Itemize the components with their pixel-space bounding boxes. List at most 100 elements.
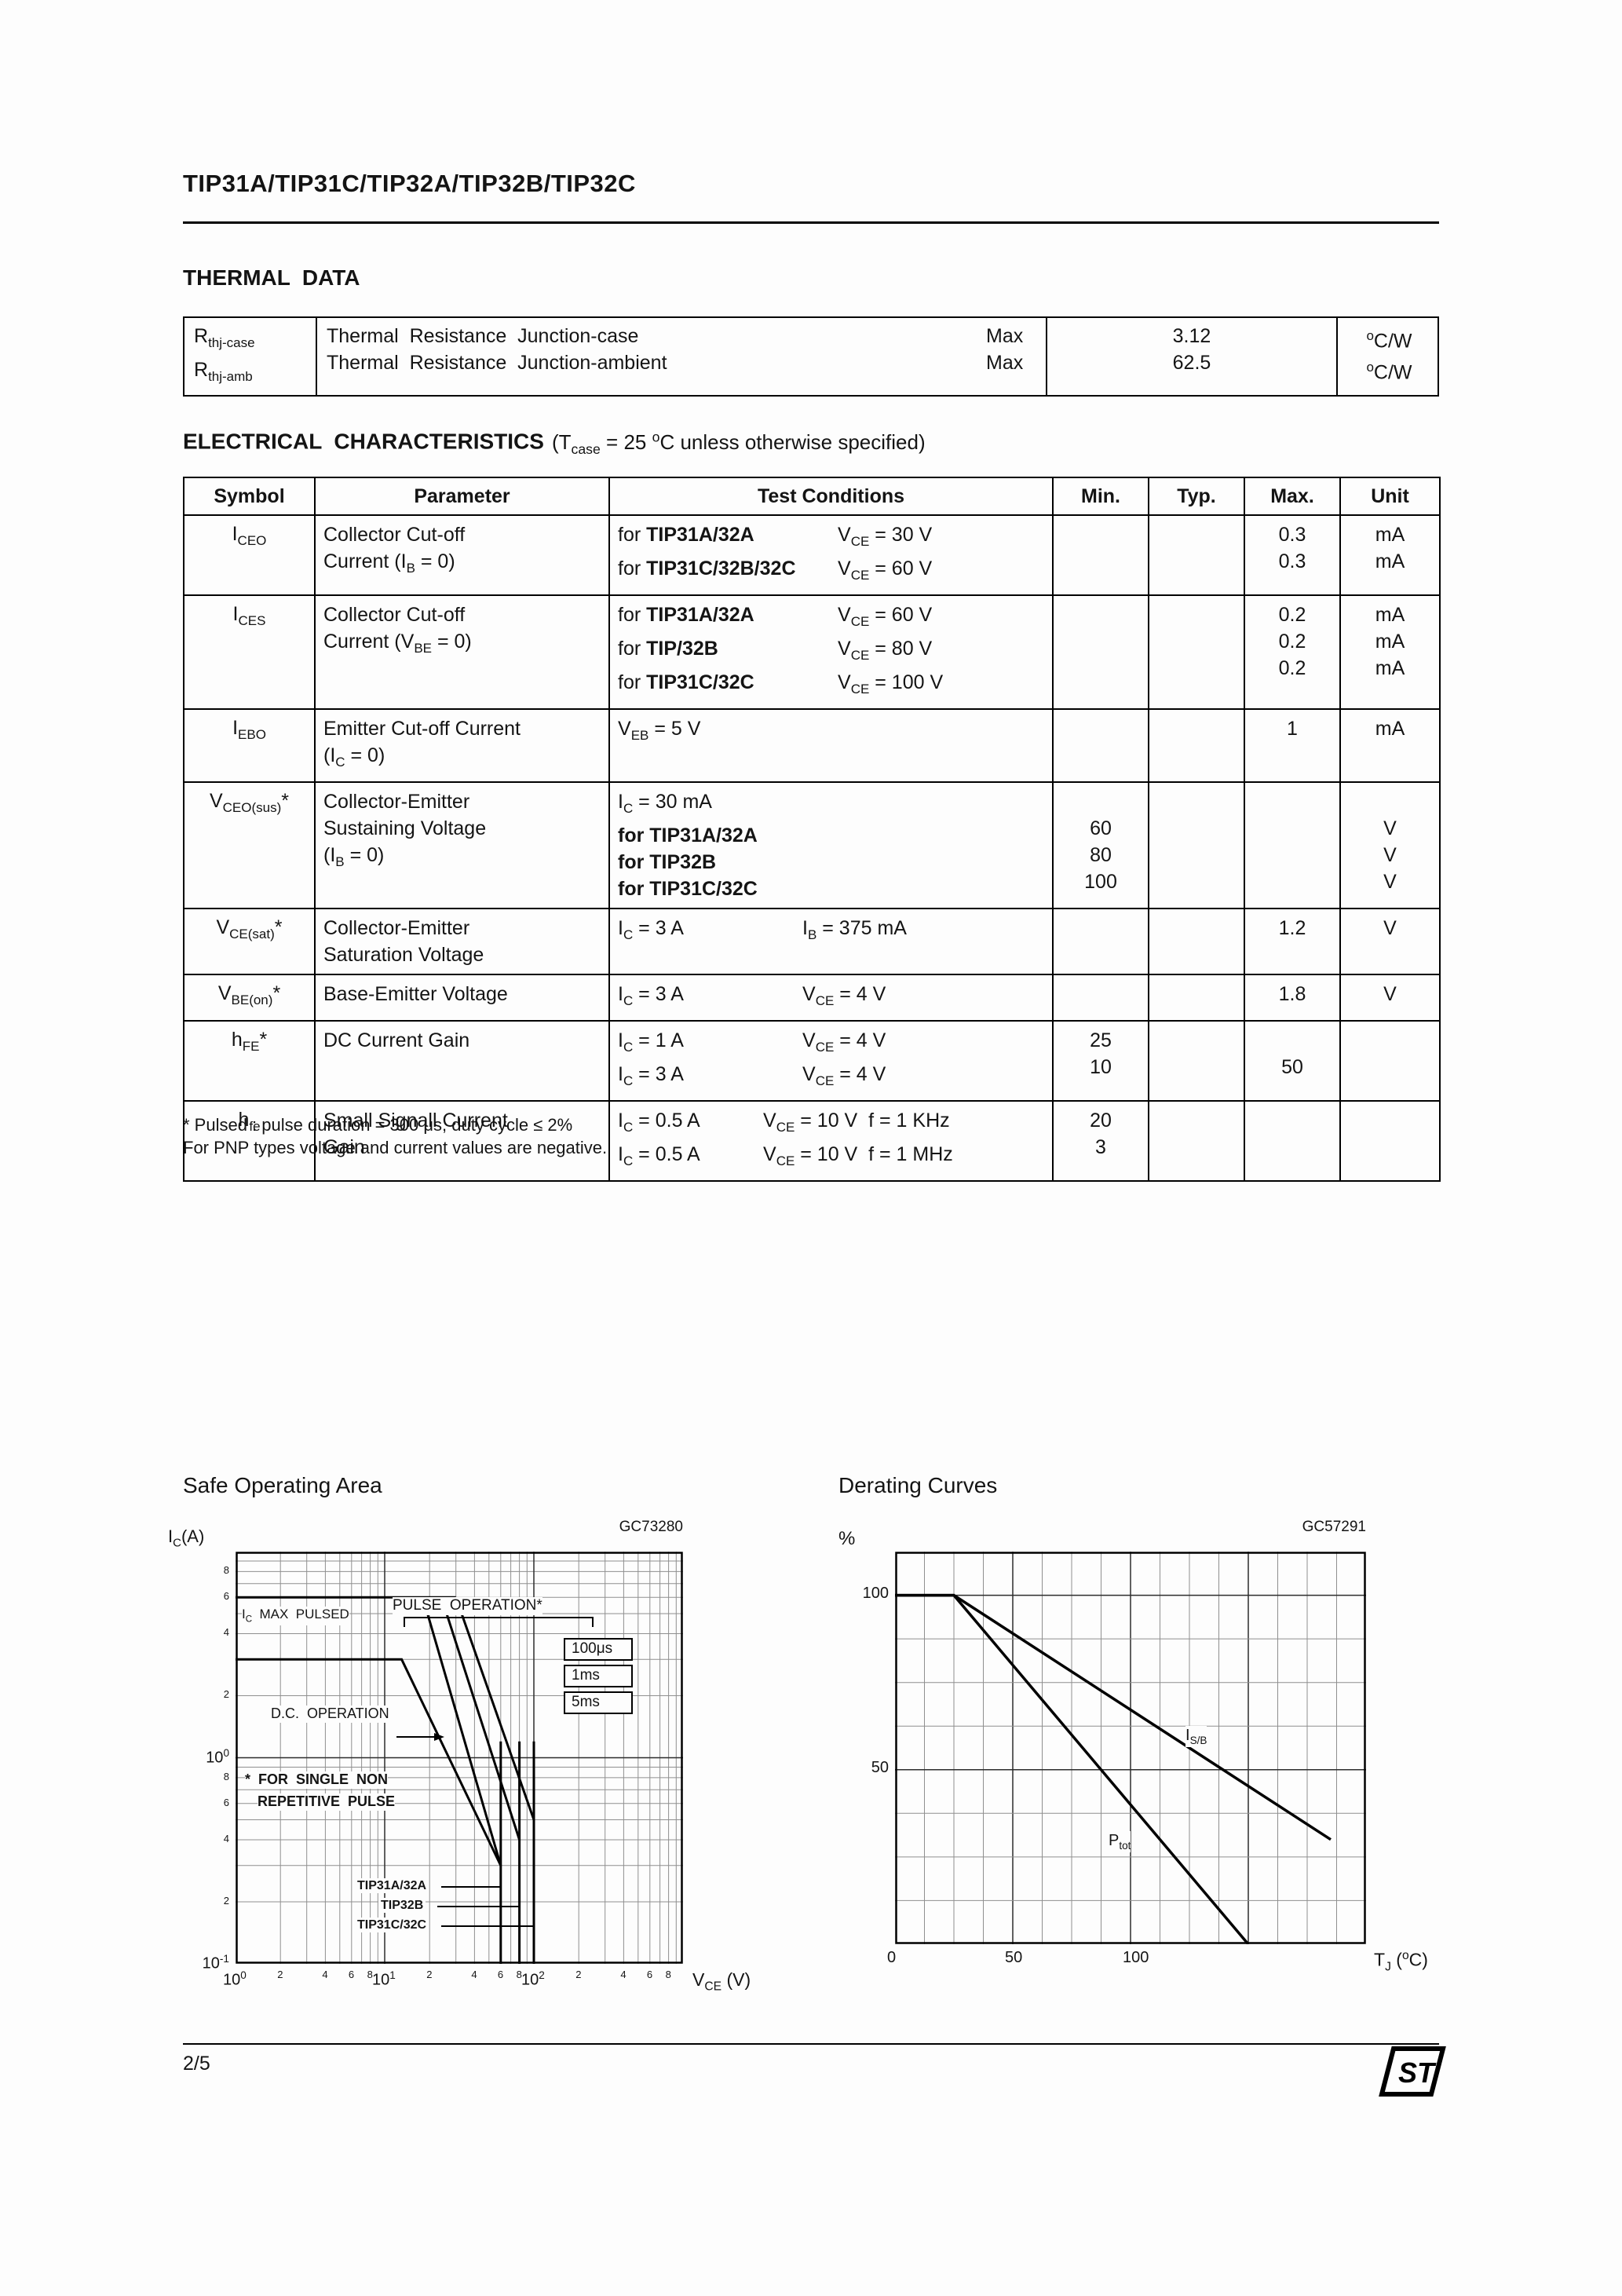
typ-cell bbox=[1148, 908, 1245, 975]
tick-label: 4 bbox=[322, 1969, 328, 1980]
unit-cell bbox=[1339, 1100, 1441, 1182]
page-number: 2/5 bbox=[183, 2053, 210, 2075]
typ-cell bbox=[1148, 974, 1245, 1022]
tick-label: 2 bbox=[426, 1969, 433, 1980]
elec-row-vce-sat: VCE(sat)* Collector-Emitter Saturation Vo… bbox=[183, 908, 1441, 975]
conditions-cell: IC = 1 A VCE = 4 V IC = 3 A VCE = 4 V bbox=[608, 1020, 1054, 1102]
electrical-characteristics-heading: ELECTRICAL CHARACTERISTICS (Tcase = 25 oC… bbox=[183, 429, 926, 458]
tick-label: 6 bbox=[348, 1969, 355, 1980]
st-logo-text: ST bbox=[1398, 2057, 1437, 2089]
tick-label: 50 bbox=[1005, 1949, 1023, 1966]
footer-rule bbox=[183, 2043, 1439, 2045]
derating-plot bbox=[895, 1552, 1366, 1944]
soa-note-line2: REPETITIVE PULSE bbox=[258, 1793, 396, 1811]
tick-label: 6 bbox=[223, 1590, 229, 1603]
tick-label: 100 bbox=[1123, 1949, 1149, 1966]
derating-label-isb: IS/B bbox=[1185, 1726, 1207, 1748]
elec-row-vceo-sus: VCEO(sus)* Collector-Emitter Sustaining V… bbox=[183, 781, 1441, 909]
thermal-unit-cell: oC/W oC/W bbox=[1336, 318, 1441, 395]
soa-label-dc-operation: D.C. OPERATION bbox=[271, 1706, 389, 1723]
soa-note-line1: * FOR SINGLE NON bbox=[245, 1771, 389, 1789]
page-title: TIP31A/TIP31C/TIP32A/TIP32B/TIP32C bbox=[183, 170, 636, 197]
tick-label: 8 bbox=[223, 1564, 229, 1577]
unit-cell: V bbox=[1339, 974, 1441, 1022]
conditions-cell: IC = 30 mA for TIP31A/32A for TIP32B for TI… bbox=[608, 781, 1054, 909]
soa-label-tip32b: TIP32B bbox=[378, 1898, 426, 1914]
elec-row-hfe-dc: hFE* DC Current Gain IC = 1 A VCE = 4 V IC… bbox=[183, 1020, 1441, 1102]
footnote-pulsed: * Pulsed : pulse duration = 300 μs, duty… bbox=[183, 1115, 573, 1135]
min-cell bbox=[1052, 594, 1149, 710]
soa-label-5ms: 5ms bbox=[564, 1691, 633, 1714]
max-cell: 1.2 bbox=[1244, 908, 1341, 975]
tick-label: 8 bbox=[516, 1969, 522, 1980]
symbol-cell: hfe bbox=[183, 1100, 316, 1182]
derating-figure-code: GC57291 bbox=[1302, 1519, 1366, 1535]
tick-label: 100 bbox=[223, 1969, 247, 1989]
conditions-cell: VEB = 5 V bbox=[608, 708, 1054, 783]
title-rule bbox=[183, 221, 1439, 224]
unit-cell: mA bbox=[1339, 708, 1441, 783]
tick-label: 4 bbox=[471, 1969, 477, 1980]
unit-cell bbox=[1339, 1020, 1441, 1102]
tick-label: 6 bbox=[497, 1969, 504, 1980]
symbol-cell: hFE* bbox=[183, 1020, 316, 1102]
tick-label: 101 bbox=[372, 1969, 396, 1989]
header-unit: Unit bbox=[1339, 477, 1441, 516]
max-cell: 50 bbox=[1244, 1020, 1341, 1102]
soa-label-1ms: 1ms bbox=[564, 1665, 633, 1687]
typ-cell bbox=[1148, 1100, 1245, 1182]
soa-label-ic-max-pulsed: IC MAX PULSED bbox=[242, 1607, 349, 1626]
typ-cell bbox=[1148, 594, 1245, 710]
tick-label: 4 bbox=[223, 1626, 229, 1639]
unit-cell: mA mA bbox=[1339, 514, 1441, 596]
thermal-value-cell: 3.12 62.5 bbox=[1046, 318, 1336, 395]
derating-chart: GC57291 % IS/B Ptot TJ (oC) 0 50 100 100 50 bbox=[816, 1515, 1460, 2018]
soa-label-tip31a-32a: TIP31A/32A bbox=[355, 1878, 429, 1894]
derating-y-axis-label: % bbox=[838, 1528, 856, 1550]
max-cell: 1.8 bbox=[1244, 974, 1341, 1022]
soa-chart: GC73280 IC(A) IC MAX PULSED PULSE OPERAT… bbox=[157, 1515, 801, 2018]
tick-label: 2 bbox=[575, 1969, 582, 1980]
soa-label-100us: 100μs bbox=[564, 1638, 633, 1661]
electrical-characteristics-table: Symbol Parameter Test Conditions Min. Ty… bbox=[183, 477, 1441, 1182]
symbol-cell: VCE(sat)* bbox=[183, 908, 316, 975]
tick-label: 2 bbox=[277, 1969, 283, 1980]
symbol-cell: ICES bbox=[183, 594, 316, 710]
elec-row-iceo: ICEO Collector Cut-off Current (IB = 0) f… bbox=[183, 514, 1441, 596]
tick-label: 102 bbox=[521, 1969, 545, 1989]
parameter-cell: Emitter Cut-off Current (IC = 0) bbox=[314, 708, 610, 783]
max-cell bbox=[1244, 1100, 1341, 1182]
footnote-pnp: For PNP types voltage and current values… bbox=[183, 1138, 608, 1157]
tick-label: 50 bbox=[871, 1758, 889, 1776]
elec-header-row: Symbol Parameter Test Conditions Min. Ty… bbox=[183, 477, 1441, 516]
derating-label-ptot: Ptot bbox=[1109, 1831, 1131, 1853]
tick-label: 4 bbox=[223, 1832, 229, 1844]
soa-figure-code: GC73280 bbox=[619, 1519, 683, 1535]
typ-cell bbox=[1148, 514, 1245, 596]
min-cell bbox=[1052, 708, 1149, 783]
min-cell bbox=[1052, 908, 1149, 975]
parameter-cell: Collector-Emitter Sustaining Voltage (IB =… bbox=[314, 781, 610, 909]
conditions-cell: IC = 0.5 A VCE = 10 V f = 1 KHz IC = 0.5 A… bbox=[608, 1100, 1054, 1182]
tick-label: 100 bbox=[206, 1746, 229, 1767]
derating-x-axis-label: TJ (oC) bbox=[1374, 1949, 1428, 1975]
parameter-cell: DC Current Gain bbox=[314, 1020, 610, 1102]
header-symbol: Symbol bbox=[183, 477, 316, 516]
typ-cell bbox=[1148, 781, 1245, 909]
soa-heading: Safe Operating Area bbox=[183, 1473, 382, 1497]
header-min: Min. bbox=[1052, 477, 1149, 516]
electrical-heading-note: (Tcase = 25 oC unless otherwise specifie… bbox=[551, 429, 926, 457]
st-logo: ST bbox=[1377, 2045, 1448, 2102]
tick-label: 100 bbox=[862, 1584, 889, 1602]
thermal-parameter-cell: Thermal Resistance Junction-case Max Therm… bbox=[316, 318, 1046, 395]
max-cell: 1 bbox=[1244, 708, 1341, 783]
max-cell bbox=[1244, 781, 1341, 909]
tick-label: 2 bbox=[223, 1894, 229, 1907]
symbol-cell: IEBO bbox=[183, 708, 316, 783]
soa-x-axis-label: VCE (V) bbox=[692, 1969, 751, 1994]
tick-label: 8 bbox=[665, 1969, 671, 1980]
parameter-cell: Collector Cut-off Current (VBE = 0) bbox=[314, 594, 610, 710]
soa-label-pulse-operation: PULSE OPERATION* bbox=[393, 1597, 542, 1615]
